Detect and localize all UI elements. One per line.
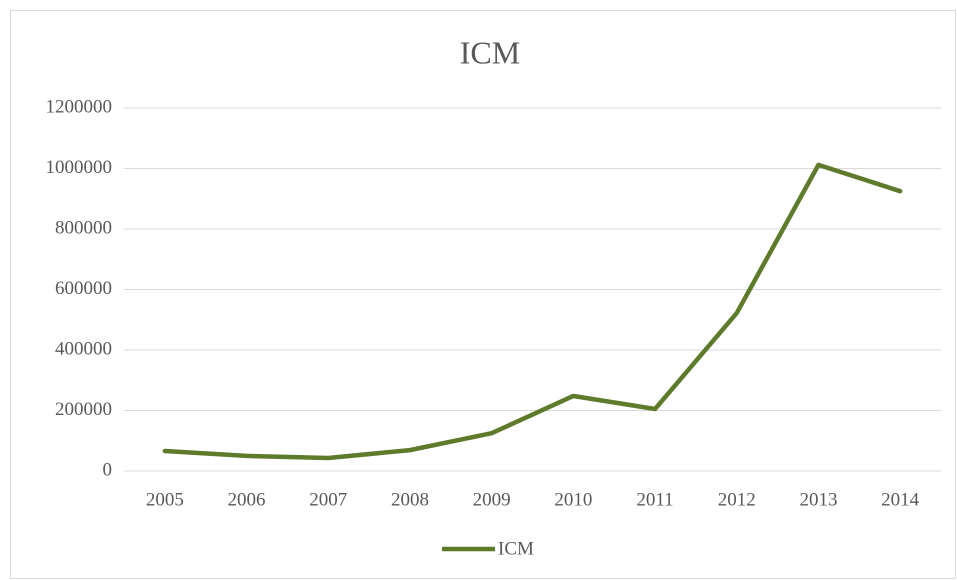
x-tick-label: 2008 — [391, 489, 429, 510]
x-tick-label: 2011 — [636, 489, 673, 510]
x-tick-label: 2009 — [473, 489, 511, 510]
y-tick-label: 800000 — [55, 217, 112, 238]
y-tick-label: 400000 — [55, 338, 112, 359]
x-tick-label: 2010 — [554, 489, 592, 510]
chart-title: ICM — [460, 34, 520, 70]
x-tick-label: 2006 — [228, 489, 266, 510]
line-series — [162, 162, 903, 461]
legend-label: ICM — [498, 538, 534, 559]
y-tick-label: 600000 — [55, 278, 112, 299]
x-tick-label: 2007 — [309, 489, 347, 510]
y-tick-label: 1200000 — [46, 96, 113, 117]
x-tick-label: 2012 — [718, 489, 756, 510]
y-tick-label: 0 — [103, 459, 113, 480]
x-tick-label: 2013 — [799, 489, 837, 510]
x-tick-label: 2014 — [881, 489, 920, 510]
y-tick-label: 1000000 — [46, 157, 113, 178]
x-tick-label: 2005 — [146, 489, 184, 510]
chart-frame — [10, 10, 956, 579]
y-tick-label: 200000 — [55, 399, 112, 420]
